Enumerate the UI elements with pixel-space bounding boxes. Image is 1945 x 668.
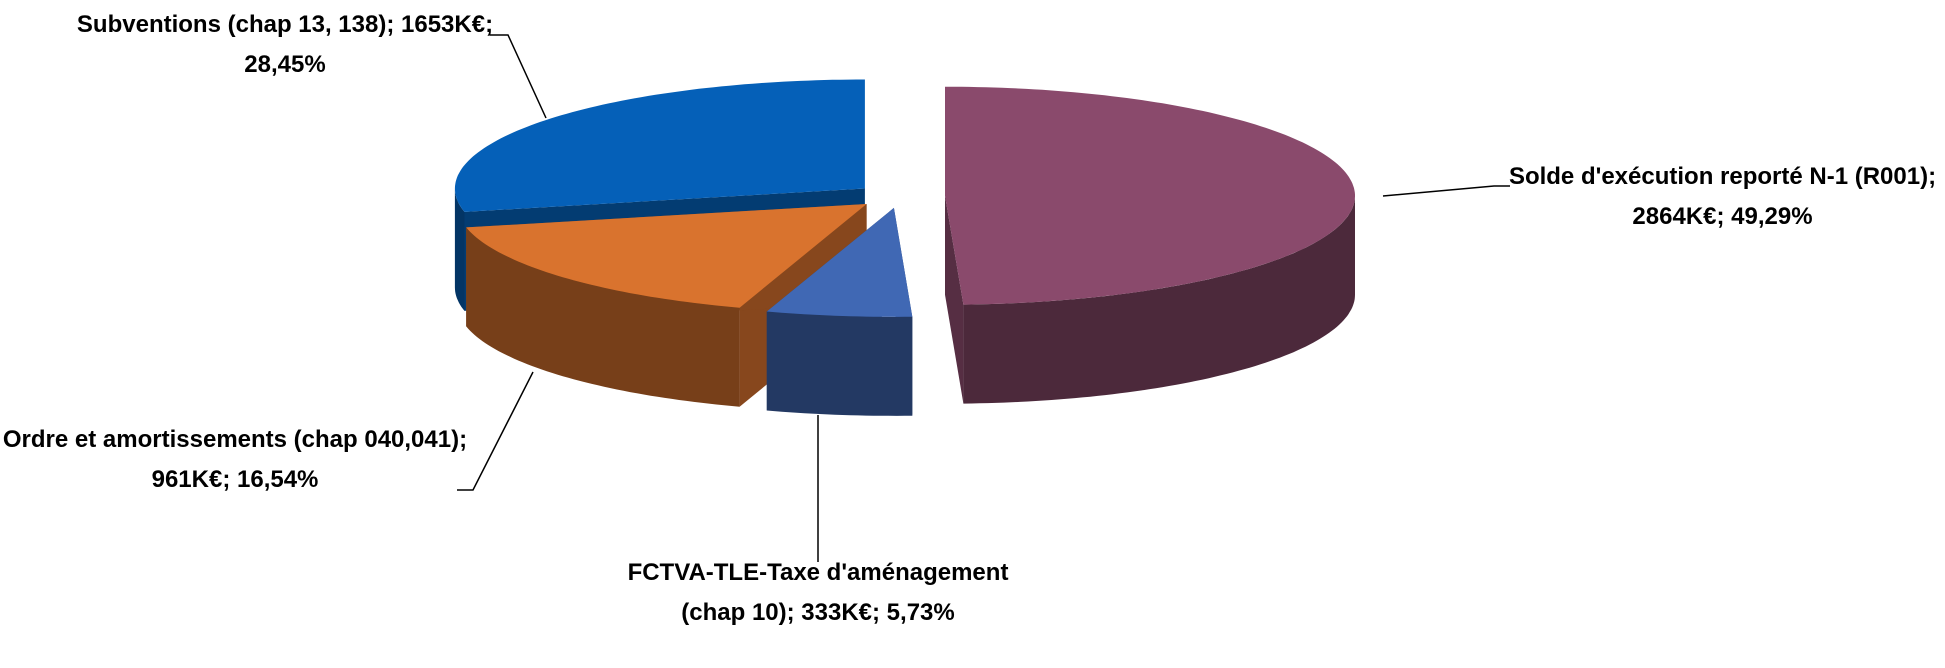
slice-wall (945, 195, 964, 404)
category: Solde d'exécution reporté N-1 (R001); (1508, 163, 1937, 190)
slice-label: Ordre et amortissements (chap 040,041); … (0, 420, 470, 500)
slice (454, 79, 865, 212)
slice (466, 204, 867, 308)
slice-label: FCTVA-TLE-Taxe d'aménagement (chap 10); … (618, 553, 1018, 633)
category: FCTVA-TLE-Taxe d'aménagement (chap 10); (627, 559, 1009, 626)
leader-line (1382, 185, 1510, 197)
slice-side (963, 195, 1355, 404)
slice (945, 86, 1355, 305)
slice-side (454, 188, 465, 311)
value-label: 2864K€; 49,29% (1632, 203, 1813, 230)
slice (766, 207, 913, 317)
value-label: 333K€; 5,73% (801, 599, 955, 626)
category: Subventions (chap 13, 138); (76, 11, 395, 38)
slice-label: Solde d'exécution reporté N-1 (R001); 28… (1500, 157, 1945, 237)
value-label: 1653K€; 28,45% (244, 11, 494, 78)
value-label: 961K€; 16,54% (151, 466, 319, 493)
slice-side (766, 311, 913, 416)
leader-line (490, 34, 547, 119)
slice-side (466, 227, 740, 407)
category: Ordre et amortissements (chap 040,041); (2, 426, 468, 453)
leader-line (457, 371, 534, 491)
slice-label: Subventions (chap 13, 138); 1653K€; 28,4… (70, 5, 500, 85)
